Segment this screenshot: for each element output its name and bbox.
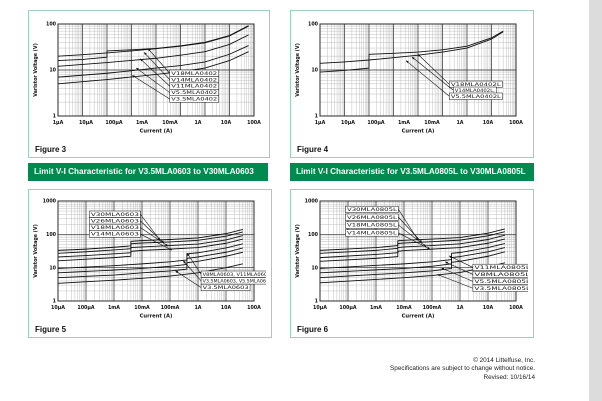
svg-text:100: 100 bbox=[308, 22, 319, 28]
svg-text:Current (A): Current (A) bbox=[402, 129, 435, 135]
svg-text:Varistor Voltage (V): Varistor Voltage (V) bbox=[295, 43, 301, 97]
svg-text:100µA: 100µA bbox=[77, 305, 95, 311]
svg-text:1: 1 bbox=[315, 114, 318, 120]
svg-text:1mA: 1mA bbox=[108, 305, 120, 311]
svg-text:10A: 10A bbox=[221, 305, 232, 311]
svg-text:V11MLA0402: V11MLA0402 bbox=[171, 84, 218, 89]
svg-text:100: 100 bbox=[46, 22, 57, 28]
svg-text:1: 1 bbox=[315, 299, 318, 305]
svg-text:10µA: 10µA bbox=[313, 305, 327, 311]
svg-text:V8MLA0603, V11MLA0603,: V8MLA0603, V11MLA0603, bbox=[203, 272, 266, 277]
section-header-0805l: Limit V-I Characteristic for V3.5MLA0805… bbox=[290, 163, 534, 181]
svg-text:10: 10 bbox=[311, 68, 318, 74]
figure-caption-6: Figure 6 bbox=[297, 325, 329, 334]
svg-text:10mA: 10mA bbox=[396, 305, 412, 311]
svg-text:100A: 100A bbox=[509, 305, 523, 311]
svg-text:100A: 100A bbox=[509, 120, 523, 126]
svg-text:10A: 10A bbox=[221, 120, 232, 126]
svg-text:V3.5MLA0805L: V3.5MLA0805L bbox=[474, 286, 528, 291]
figure-caption-4: Figure 4 bbox=[297, 145, 329, 154]
svg-text:V3.5MLA0603, V5.5MLA0603: V3.5MLA0603, V5.5MLA0603 bbox=[203, 278, 266, 283]
svg-text:10µA: 10µA bbox=[79, 120, 93, 126]
svg-text:V5.5MLA0805L: V5.5MLA0805L bbox=[474, 279, 528, 284]
svg-text:1µA: 1µA bbox=[53, 120, 64, 126]
svg-text:10mA: 10mA bbox=[162, 120, 178, 126]
figure-caption-3: Figure 3 bbox=[35, 145, 67, 154]
svg-text:V14MLA0603: V14MLA0603 bbox=[91, 232, 140, 237]
svg-text:10mA: 10mA bbox=[424, 120, 440, 126]
svg-text:100mA: 100mA bbox=[423, 305, 442, 311]
svg-text:10µA: 10µA bbox=[51, 305, 65, 311]
svg-text:10A: 10A bbox=[483, 305, 494, 311]
chart-figure-5: V30MLA0603 V26MLA0603 V18MLA0603 V14MLA0603… bbox=[30, 191, 274, 326]
svg-text:100mA: 100mA bbox=[161, 305, 180, 311]
svg-text:10: 10 bbox=[311, 265, 318, 271]
svg-text:1mA: 1mA bbox=[398, 120, 410, 126]
svg-text:100A: 100A bbox=[247, 305, 261, 311]
svg-text:1A: 1A bbox=[194, 305, 201, 311]
svg-text:1000: 1000 bbox=[305, 199, 319, 205]
svg-text:V18MLA0603: V18MLA0603 bbox=[91, 225, 140, 230]
svg-text:1A: 1A bbox=[456, 120, 463, 126]
svg-text:Current (A): Current (A) bbox=[140, 314, 173, 320]
chart-figure-4: V18MLA0402L V14MLA0402L, V5.5MLA0402L 1µA 10… bbox=[292, 12, 528, 141]
svg-text:V8MLA0805L: V8MLA0805L bbox=[474, 272, 528, 277]
svg-text:1A: 1A bbox=[194, 120, 201, 126]
svg-text:V5.5MLA0402: V5.5MLA0402 bbox=[171, 90, 218, 95]
svg-text:1mA: 1mA bbox=[370, 305, 382, 311]
svg-text:100µA: 100µA bbox=[367, 120, 385, 126]
svg-text:V5.5MLA0402L: V5.5MLA0402L bbox=[451, 94, 502, 99]
svg-text:V14MLA0402: V14MLA0402 bbox=[171, 77, 218, 82]
figure-panel-6: V30MLA0805L V26MLA0805L V18MLA0805L V14MLA0… bbox=[290, 189, 534, 338]
svg-text:V3.5MLA0603: V3.5MLA0603 bbox=[203, 285, 250, 290]
svg-text:V26MLA0603: V26MLA0603 bbox=[91, 218, 140, 223]
svg-text:100µA: 100µA bbox=[339, 305, 357, 311]
svg-text:100: 100 bbox=[308, 232, 319, 238]
svg-text:100: 100 bbox=[46, 232, 57, 238]
figure-caption-5: Figure 5 bbox=[35, 325, 67, 334]
svg-text:Varistor Voltage (V): Varistor Voltage (V) bbox=[33, 43, 39, 97]
section-header-0603: Limit V-I Characteristic for V3.5MLA0603… bbox=[28, 163, 268, 181]
svg-text:1A: 1A bbox=[456, 305, 463, 311]
disclaimer-line: Specifications are subject to change wit… bbox=[390, 365, 535, 373]
svg-text:Current (A): Current (A) bbox=[402, 314, 435, 320]
svg-text:V18MLA0805L: V18MLA0805L bbox=[347, 223, 398, 228]
revised-line: Revised: 10/16/14 bbox=[483, 373, 535, 381]
svg-text:V30MLA0805L: V30MLA0805L bbox=[347, 207, 398, 212]
svg-text:10mA: 10mA bbox=[134, 305, 150, 311]
chart-figure-3: V18MLA0402 V14MLA0402 V11MLA0402 V5.5MLA040… bbox=[30, 12, 266, 141]
svg-text:V18MLA0402: V18MLA0402 bbox=[171, 71, 218, 76]
svg-text:10µA: 10µA bbox=[341, 120, 355, 126]
svg-text:1000: 1000 bbox=[43, 199, 57, 205]
copyright-line: © 2014 Littelfuse, Inc. bbox=[473, 357, 535, 364]
svg-text:Varistor Voltage (V): Varistor Voltage (V) bbox=[295, 224, 301, 278]
figure-panel-4: V18MLA0402L V14MLA0402L, V5.5MLA0402L 1µA 10… bbox=[290, 10, 534, 158]
svg-text:10: 10 bbox=[49, 68, 56, 74]
svg-text:Current (A): Current (A) bbox=[140, 129, 173, 135]
svg-text:1: 1 bbox=[53, 299, 56, 305]
svg-text:1: 1 bbox=[53, 114, 56, 120]
svg-text:V30MLA0603: V30MLA0603 bbox=[91, 212, 140, 217]
figure-panel-3: V18MLA0402 V14MLA0402 V11MLA0402 V5.5MLA040… bbox=[28, 10, 270, 158]
page-footer: © 2014 Littelfuse, Inc. Specifications a… bbox=[255, 357, 535, 382]
svg-text:V3.5MLA0402: V3.5MLA0402 bbox=[171, 97, 218, 102]
svg-text:V14MLA0805L: V14MLA0805L bbox=[347, 231, 398, 236]
svg-text:100A: 100A bbox=[247, 120, 261, 126]
svg-text:1µA: 1µA bbox=[315, 120, 326, 126]
figure-panel-5: V30MLA0603 V26MLA0603 V18MLA0603 V14MLA0603… bbox=[28, 189, 274, 338]
page-edge-strip bbox=[589, 0, 602, 401]
svg-text:1mA: 1mA bbox=[136, 120, 148, 126]
svg-text:Varistor Voltage (V): Varistor Voltage (V) bbox=[33, 224, 39, 278]
svg-text:10A: 10A bbox=[483, 120, 494, 126]
svg-text:100µA: 100µA bbox=[105, 120, 123, 126]
svg-text:V11MLA0805L: V11MLA0805L bbox=[474, 265, 528, 270]
svg-text:V18MLA0402L: V18MLA0402L bbox=[451, 82, 502, 87]
svg-text:V14MLA0402L,: V14MLA0402L, bbox=[455, 88, 495, 93]
svg-text:10: 10 bbox=[49, 265, 56, 271]
chart-figure-6: V30MLA0805L V26MLA0805L V18MLA0805L V14MLA0… bbox=[292, 191, 532, 326]
svg-text:V26MLA0805L: V26MLA0805L bbox=[347, 215, 398, 220]
